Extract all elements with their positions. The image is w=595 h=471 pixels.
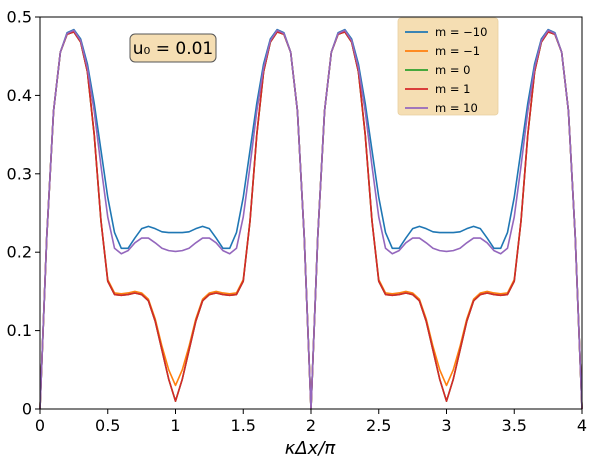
x-tick-label: 2 [306, 416, 316, 435]
x-axis-ticks: 0 0.5 1 1.5 2 2.5 3 3.5 4 [35, 409, 587, 435]
legend-items: m = −10 m = −1 m = 0 m = 1 m = 10 [405, 25, 487, 115]
series-line-4 [39, 29, 583, 410]
x-tick-label: 1 [170, 416, 180, 435]
y-tick-label: 0.3 [7, 164, 32, 183]
legend-label-2: m = 0 [435, 63, 470, 77]
legend: m = −10 m = −1 m = 0 m = 1 m = 10 [397, 17, 499, 116]
series-line-0 [39, 28, 583, 410]
series-group [39, 28, 583, 410]
y-tick-label: 0.5 [7, 8, 32, 27]
annotation-box: u₀ = 0.01 [129, 33, 217, 63]
y-tick-label: 0 [22, 400, 32, 419]
series-line-3 [39, 31, 583, 410]
x-tick-label: 3.5 [502, 416, 527, 435]
legend-label-3: m = 1 [435, 82, 470, 96]
legend-background [397, 17, 499, 116]
axes-border [39, 16, 583, 410]
x-axis-label: κΔx/π [285, 438, 337, 459]
annotation-background [129, 33, 217, 63]
annotation-text: u₀ = 0.01 [133, 39, 214, 59]
legend-label-0: m = −10 [435, 25, 487, 39]
x-tick-label: 0.5 [95, 416, 120, 435]
legend-label-4: m = 10 [435, 101, 478, 115]
x-tick-label: 2.5 [366, 416, 391, 435]
axes-frame [39, 16, 583, 410]
series-line-2 [39, 31, 583, 410]
y-tick-label: 0.4 [7, 86, 32, 105]
x-tick-label: 4 [577, 416, 587, 435]
y-tick-label: 0.1 [7, 321, 32, 340]
y-tick-label: 0.2 [7, 243, 32, 262]
legend-label-1: m = −1 [435, 44, 480, 58]
series-line-1 [39, 31, 583, 410]
y-axis-ticks: 0 0.1 0.2 0.3 0.4 0.5 [7, 8, 40, 419]
x-tick-label: 0 [35, 416, 45, 435]
x-tick-label: 3 [441, 416, 451, 435]
x-tick-label: 1.5 [231, 416, 256, 435]
